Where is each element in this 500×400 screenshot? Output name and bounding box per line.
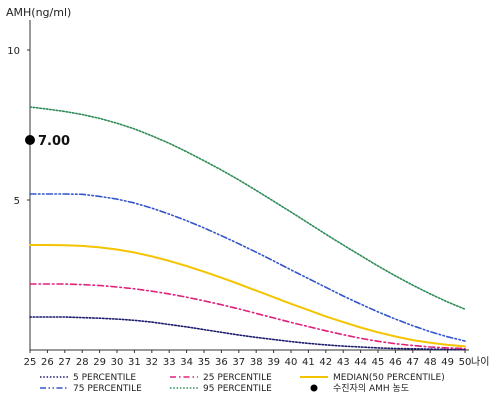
series-line-median-50-percentile bbox=[29, 244, 466, 348]
legend-label-5-percentile: 5 PERCENTILE bbox=[73, 373, 136, 383]
x-tick-label: 49 bbox=[441, 357, 454, 368]
series-line-25-percentile bbox=[29, 283, 466, 350]
x-tick-label: 35 bbox=[198, 357, 211, 368]
axes: 5 10 25 26 27 28 29 30 31 32 33 34 35 36 37 38 39 40 41 42 4… bbox=[7, 20, 489, 368]
x-tick-label: 27 bbox=[58, 357, 71, 368]
percentile-curves bbox=[29, 106, 466, 351]
legend-label-75-percentile: 75 PERCENTILE bbox=[73, 384, 142, 394]
x-tick-label: 37 bbox=[232, 357, 245, 368]
y-tick-label: 10 bbox=[7, 46, 20, 57]
x-tick-label: 32 bbox=[145, 357, 158, 368]
series-line-95-percentile bbox=[29, 106, 466, 311]
legend-label-25-percentile: 25 PERCENTILE bbox=[203, 373, 272, 383]
x-tick-label: 30 bbox=[111, 357, 124, 368]
legend-label-95-percentile: 95 PERCENTILE bbox=[203, 384, 272, 394]
patient-marker-group: 7.00 bbox=[25, 134, 70, 149]
x-tick-label: 41 bbox=[302, 357, 315, 368]
patient-amh-value-label: 7.00 bbox=[38, 134, 70, 149]
x-tick-label: 33 bbox=[163, 357, 176, 368]
x-tick-label: 40 bbox=[285, 357, 298, 368]
x-tick-label: 26 bbox=[41, 357, 54, 368]
legend-label-median-50-percentile: MEDIAN(50 PERCENTILE) bbox=[333, 373, 445, 383]
x-tick-label: 31 bbox=[128, 357, 141, 368]
x-tick-label: 39 bbox=[267, 357, 280, 368]
x-tick-label: 42 bbox=[319, 357, 332, 368]
x-tick-label: 45 bbox=[372, 357, 385, 368]
legend-label-patient: 수진자의 AMH 농도 bbox=[333, 383, 409, 394]
series-line-75-percentile bbox=[29, 193, 466, 342]
x-tick-label: 25 bbox=[24, 357, 37, 368]
legend-swatch-patient bbox=[310, 384, 318, 392]
x-tick-label: 38 bbox=[250, 357, 263, 368]
x-tick-label: 47 bbox=[406, 357, 419, 368]
x-tick-label: 46 bbox=[389, 357, 402, 368]
patient-amh-point bbox=[25, 135, 35, 145]
x-tick-label: 28 bbox=[76, 357, 89, 368]
x-tick-label: 44 bbox=[354, 357, 367, 368]
x-tick-label: 36 bbox=[215, 357, 228, 368]
x-tick-label: 29 bbox=[93, 357, 106, 368]
y-axis-label: AMH(ng/ml) bbox=[6, 6, 71, 19]
x-tick-label: 48 bbox=[424, 357, 437, 368]
x-axis-label: 나이 bbox=[471, 356, 489, 368]
x-tick-label: 34 bbox=[180, 357, 193, 368]
x-tick-label: 50 bbox=[459, 357, 472, 368]
y-tick-label: 5 bbox=[14, 196, 20, 207]
series-line-5-percentile bbox=[29, 316, 466, 351]
x-tick-label: 43 bbox=[337, 357, 350, 368]
legend: 5 PERCENTILE 25 PERCENTILE MEDIAN(50 PERCE… bbox=[40, 373, 445, 394]
